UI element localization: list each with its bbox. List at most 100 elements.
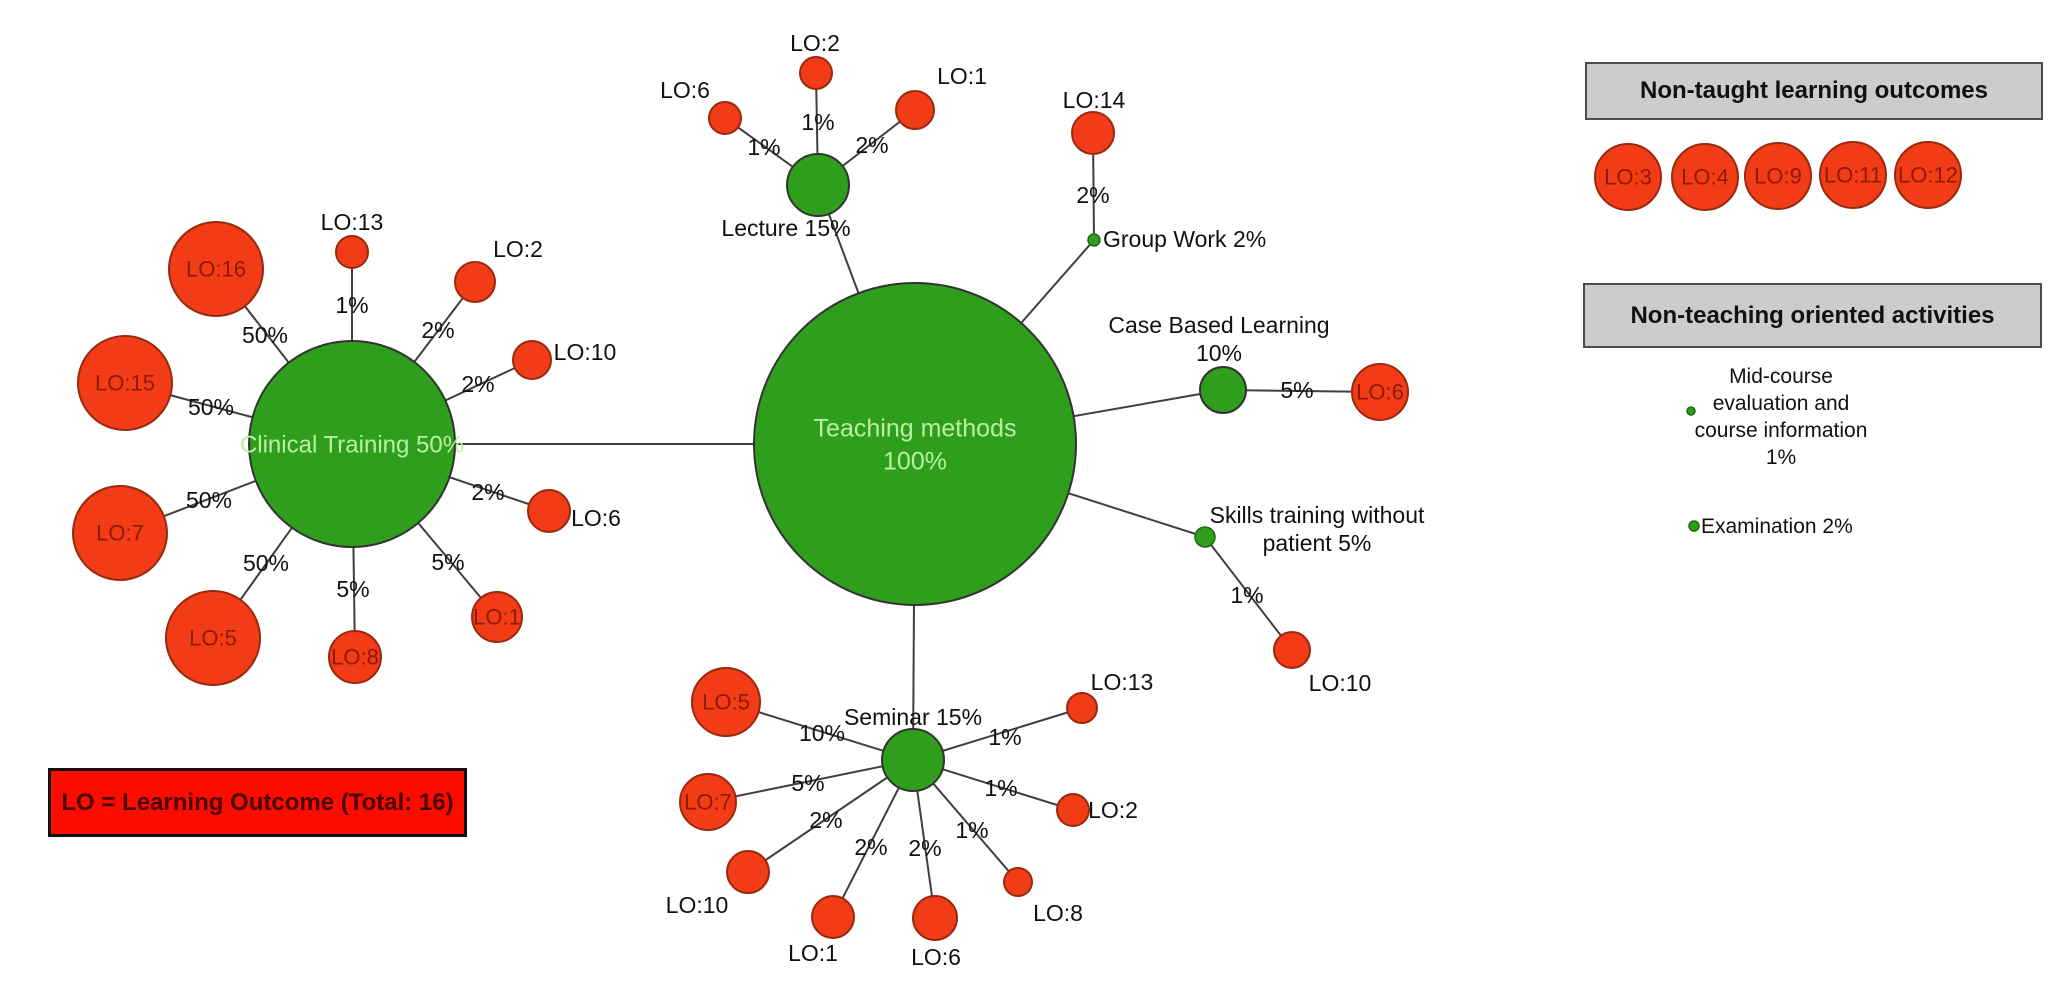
seminar-lo8-label: LO:8 bbox=[1033, 900, 1083, 926]
legend-lo11-node bbox=[1819, 141, 1887, 209]
midcourse-dot-node bbox=[1686, 406, 1696, 416]
edge-label-seminar-seminar-lo13: 1% bbox=[988, 724, 1021, 750]
seminar-lo13-label: LO:13 bbox=[1091, 669, 1154, 695]
lecture-lo2-label: LO:2 bbox=[790, 30, 840, 56]
clinical-lo7-label: LO:7 bbox=[96, 521, 144, 546]
seminar-lo1-label: LO:1 bbox=[788, 940, 838, 966]
legend-lo9-node bbox=[1744, 142, 1812, 210]
legend-non-taught-box: Non-taught learning outcomes bbox=[1585, 62, 2043, 120]
clinical-lo10-label: LO:10 bbox=[554, 339, 617, 365]
seminar-lo6-label: LO:6 bbox=[911, 944, 961, 970]
skills-training-node bbox=[1194, 526, 1216, 548]
edge-skills-training-skills-lo10 bbox=[1204, 536, 1293, 651]
lecture-lo6-label: LO:6 bbox=[660, 77, 710, 103]
seminar-lo8-node bbox=[1003, 867, 1033, 897]
clinical-lo8-node bbox=[328, 630, 382, 684]
case-based-learning-label: Case Based Learning bbox=[1108, 312, 1329, 338]
clinical-lo7-node bbox=[72, 485, 168, 581]
edge-label-lecture-lecture-lo1: 2% bbox=[855, 132, 888, 158]
lecture-node bbox=[786, 153, 850, 217]
edge-label-seminar-seminar-lo1: 2% bbox=[854, 834, 887, 860]
edge-label-skills-training-skills-lo10: 1% bbox=[1230, 582, 1263, 608]
clinical-lo2-node bbox=[454, 261, 496, 303]
examination-dot-node bbox=[1688, 520, 1700, 532]
lo-note-box: LO = Learning Outcome (Total: 16) bbox=[48, 768, 467, 837]
groupwork-lo14-label: LO:14 bbox=[1063, 87, 1126, 113]
seminar-label: Seminar 15% bbox=[844, 704, 982, 730]
edge-label-seminar-seminar-lo8: 1% bbox=[955, 817, 988, 843]
edge-label-clinical-training-clinical-lo2: 2% bbox=[421, 317, 454, 343]
legend-lo3-label: LO:3 bbox=[1604, 165, 1652, 190]
clinical-lo2-label: LO:2 bbox=[493, 236, 543, 262]
seminar-lo10-node bbox=[726, 850, 770, 894]
lecture-lo1-label: LO:1 bbox=[937, 63, 987, 89]
edge-label-lecture-lecture-lo2: 1% bbox=[801, 109, 834, 135]
seminar-lo5-label: LO:5 bbox=[702, 690, 750, 715]
edge-label-clinical-training-clinical-lo10: 2% bbox=[461, 371, 494, 397]
legend-non-taught-title: Non-taught learning outcomes bbox=[1640, 77, 1988, 104]
lecture-label: Lecture 15% bbox=[721, 215, 850, 241]
clinical-lo6-label: LO:6 bbox=[571, 505, 621, 531]
seminar-lo10-label: LO:10 bbox=[666, 892, 729, 918]
edge-label-clinical-training-clinical-lo6: 2% bbox=[471, 479, 504, 505]
case-based-learning-node bbox=[1199, 366, 1247, 414]
edge-label-seminar-seminar-lo5: 10% bbox=[799, 720, 845, 746]
clinical-lo10-node bbox=[512, 340, 552, 380]
edge-label-clinical-training-clinical-lo13: 1% bbox=[335, 292, 368, 318]
seminar-lo5-node bbox=[691, 667, 761, 737]
skills-training-label: Skills training without bbox=[1210, 502, 1425, 528]
seminar-node bbox=[881, 728, 945, 792]
clinical-lo13-node bbox=[335, 235, 369, 269]
seminar-lo6-node bbox=[912, 895, 958, 941]
edge-label-lecture-lecture-lo6: 1% bbox=[747, 134, 780, 160]
seminar-lo7-node bbox=[679, 773, 737, 831]
legend-lo4-label: LO:4 bbox=[1681, 165, 1729, 190]
edge-label-seminar-seminar-lo2: 1% bbox=[984, 775, 1017, 801]
skills-training-label: patient 5% bbox=[1263, 530, 1372, 556]
legend-lo4-node bbox=[1671, 143, 1739, 211]
clinical-lo15-label: LO:15 bbox=[95, 371, 155, 396]
midcourse-dot-label: 1% bbox=[1766, 446, 1796, 469]
clinical-lo8-label: LO:8 bbox=[331, 645, 379, 670]
clinical-lo16-label: LO:16 bbox=[186, 257, 246, 282]
group-work-label: Group Work 2% bbox=[1103, 226, 1266, 252]
legend-lo11-label: LO:11 bbox=[1824, 163, 1882, 188]
clinical-lo1-label: LO:1 bbox=[473, 605, 521, 630]
group-work-node bbox=[1087, 233, 1101, 247]
legend-lo12-label: LO:12 bbox=[1898, 163, 1958, 188]
cbl-lo6-label: LO:6 bbox=[1356, 380, 1404, 405]
edge-label-seminar-seminar-lo7: 5% bbox=[791, 770, 824, 796]
edge-label-seminar-seminar-lo6: 2% bbox=[908, 835, 941, 861]
clinical-lo5-node bbox=[165, 590, 261, 686]
clinical-lo15-node bbox=[77, 335, 173, 431]
edge-label-clinical-training-clinical-lo1: 5% bbox=[431, 549, 464, 575]
clinical-lo5-label: LO:5 bbox=[189, 626, 237, 651]
edge-label-case-based-learning-cbl-lo6: 5% bbox=[1280, 377, 1313, 403]
lecture-lo2-node bbox=[799, 56, 833, 90]
midcourse-dot-label: course information bbox=[1695, 419, 1868, 442]
lecture-lo1-node bbox=[895, 90, 935, 130]
edge-label-seminar-seminar-lo10: 2% bbox=[809, 807, 842, 833]
seminar-lo7-label: LO:7 bbox=[684, 790, 732, 815]
seminar-lo2-node bbox=[1056, 793, 1090, 827]
groupwork-lo14-node bbox=[1071, 111, 1115, 155]
clinical-lo16-node bbox=[168, 221, 264, 317]
edge-seminar-seminar-lo10 bbox=[747, 759, 914, 873]
lecture-lo6-node bbox=[708, 101, 742, 135]
lo-note-text: LO = Learning Outcome (Total: 16) bbox=[61, 788, 454, 816]
edge-seminar-seminar-lo7 bbox=[707, 759, 914, 803]
teaching-methods-node bbox=[753, 282, 1077, 606]
skills-lo10-node bbox=[1273, 631, 1311, 669]
edge-label-clinical-training-clinical-lo15: 50% bbox=[188, 394, 234, 420]
clinical-lo6-node bbox=[527, 489, 571, 533]
skills-lo10-label: LO:10 bbox=[1309, 670, 1372, 696]
clinical-training-label: Clinical Training 50% bbox=[240, 431, 464, 458]
examination-dot-label: Examination 2% bbox=[1701, 515, 1853, 538]
legend-lo12-node bbox=[1894, 141, 1962, 209]
legend-lo9-label: LO:9 bbox=[1754, 164, 1802, 189]
legend-lo3-node bbox=[1594, 143, 1662, 211]
legend-non-teaching-title: Non-teaching oriented activities bbox=[1630, 301, 1995, 329]
clinical-training-node bbox=[248, 340, 456, 548]
